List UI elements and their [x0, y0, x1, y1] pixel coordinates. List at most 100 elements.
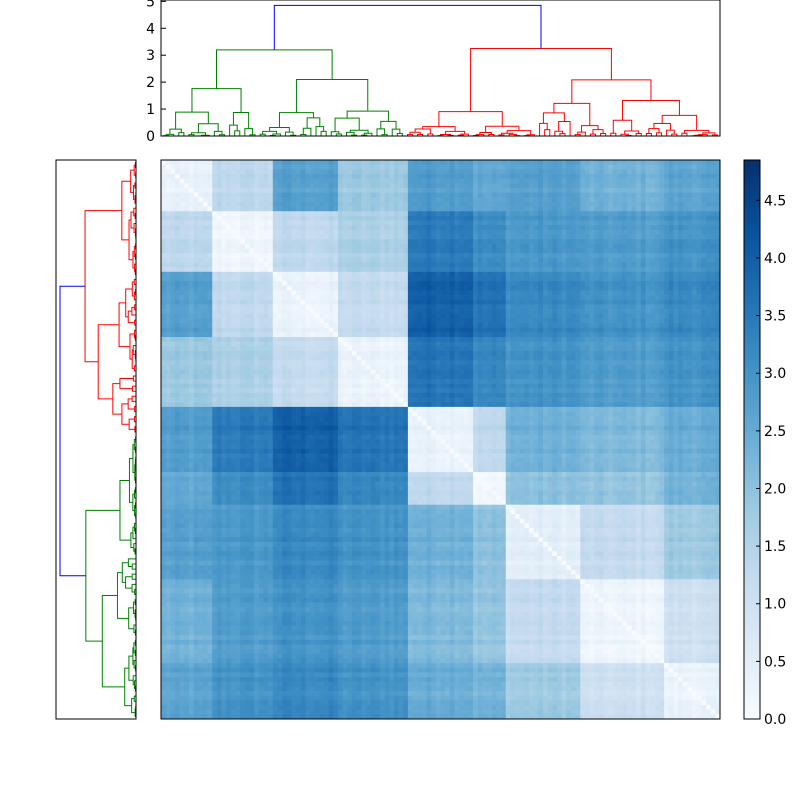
heatmap-cell: [603, 281, 609, 287]
heatmap-cell: [174, 327, 180, 333]
heatmap-cell: [277, 243, 283, 249]
heatmap-cell: [491, 262, 497, 268]
heatmap-cell: [202, 323, 208, 329]
heatmap-cell: [687, 215, 693, 221]
heatmap-cell: [692, 187, 698, 193]
heatmap-cell: [161, 337, 167, 343]
heatmap-cell: [161, 206, 167, 212]
heatmap-cell: [668, 271, 674, 277]
heatmap-cell: [379, 290, 385, 296]
heatmap-cell: [706, 248, 712, 254]
heatmap-cell: [333, 160, 339, 166]
heatmap-cell: [179, 164, 185, 170]
heatmap-cell: [361, 220, 367, 226]
heatmap-cell: [426, 248, 432, 254]
heatmap-cell: [370, 299, 376, 305]
heatmap-cell: [435, 211, 441, 217]
heatmap-cell: [314, 295, 320, 301]
heatmap-cell: [431, 299, 437, 305]
heatmap-cell: [333, 332, 339, 338]
heatmap-cell: [310, 304, 316, 310]
heatmap-cell: [533, 220, 539, 226]
heatmap-cell: [305, 183, 311, 189]
heatmap-cell: [692, 332, 698, 338]
heatmap-cell: [463, 178, 469, 184]
heatmap-cell: [431, 248, 437, 254]
dendrogram-branch: [244, 128, 253, 136]
heatmap-cell: [473, 187, 479, 193]
heatmap-cell: [235, 323, 241, 329]
heatmap-cell: [319, 313, 325, 319]
heatmap-cell: [426, 341, 432, 347]
heatmap-cell: [487, 243, 493, 249]
heatmap-cell: [328, 253, 334, 259]
heatmap-cell: [598, 229, 604, 235]
heatmap-cell: [487, 178, 493, 184]
heatmap-cell: [230, 332, 236, 338]
heatmap-cell: [445, 323, 451, 329]
heatmap-cell: [161, 164, 167, 170]
heatmap-cell: [687, 323, 693, 329]
heatmap-cell: [165, 173, 171, 179]
heatmap-cell: [230, 234, 236, 240]
heatmap-cell: [706, 192, 712, 198]
heatmap-cell: [188, 211, 194, 217]
heatmap-cell: [161, 192, 167, 198]
heatmap-cell: [654, 313, 660, 319]
heatmap-cell: [715, 173, 721, 179]
heatmap-cell: [207, 327, 213, 333]
dendrogram-branch: [97, 324, 120, 400]
heatmap-cell: [659, 239, 665, 245]
heatmap-cell: [351, 318, 357, 324]
heatmap-cell: [202, 243, 208, 249]
heatmap-cell: [212, 257, 218, 263]
heatmap-cell: [459, 220, 465, 226]
heatmap-cell: [305, 225, 311, 231]
heatmap-cell: [445, 239, 451, 245]
heatmap-cell: [184, 229, 190, 235]
heatmap-cell: [333, 187, 339, 193]
heatmap-cell: [654, 220, 660, 226]
heatmap-cell: [519, 281, 525, 287]
heatmap-cell: [324, 253, 330, 259]
heatmap-cell: [277, 271, 283, 277]
heatmap-cell: [468, 215, 474, 221]
heatmap-cell: [640, 262, 646, 268]
dendrogram-branch: [191, 88, 242, 113]
heatmap-cell: [598, 337, 604, 343]
heatmap-cell: [463, 253, 469, 259]
dendrogram-branch: [285, 131, 294, 136]
heatmap-cell: [496, 323, 502, 329]
heatmap-cell: [687, 318, 693, 324]
heatmap-cell: [235, 332, 241, 338]
heatmap-cell: [645, 239, 651, 245]
heatmap-cell: [333, 234, 339, 240]
heatmap-cell: [244, 215, 250, 221]
heatmap-cell: [319, 332, 325, 338]
heatmap-cell: [174, 234, 180, 240]
heatmap-cell: [449, 178, 455, 184]
heatmap-cell: [291, 225, 297, 231]
heatmap-cell: [608, 243, 614, 249]
heatmap-cell: [161, 173, 167, 179]
heatmap-cell: [230, 281, 236, 287]
heatmap-cell: [589, 183, 595, 189]
heatmap-cell: [170, 187, 176, 193]
heatmap-cell: [263, 173, 269, 179]
heatmap-cell: [659, 183, 665, 189]
heatmap-cell: [654, 248, 660, 254]
heatmap-cell: [421, 337, 427, 343]
heatmap-cell: [379, 318, 385, 324]
heatmap-cell: [338, 220, 344, 226]
heatmap-cell: [240, 271, 246, 277]
heatmap-cell: [249, 239, 255, 245]
heatmap-cell: [468, 271, 474, 277]
heatmap-cell: [678, 290, 684, 296]
heatmap-cell: [561, 206, 567, 212]
heatmap-cell: [570, 267, 576, 273]
dendrogram-branch: [132, 444, 135, 474]
heatmap-cell: [314, 206, 320, 212]
heatmap-cell: [701, 248, 707, 254]
heatmap-cell: [445, 285, 451, 291]
heatmap-cell: [682, 295, 688, 301]
